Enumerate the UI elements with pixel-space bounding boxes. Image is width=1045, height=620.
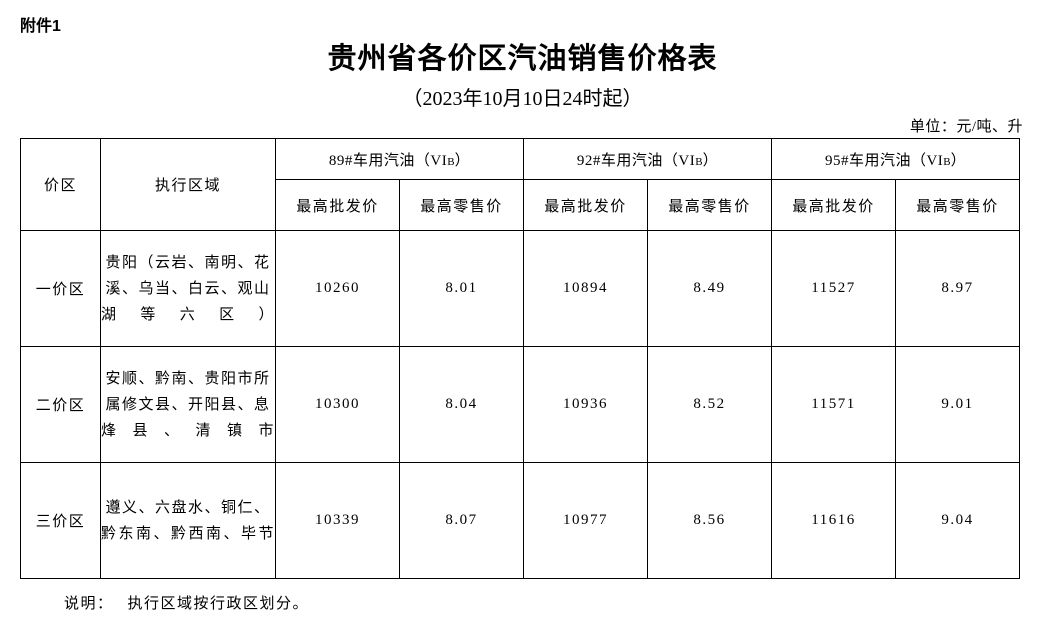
row-area: 贵阳（云岩、南明、花溪、乌当、白云、观山湖等六区） — [100, 230, 276, 347]
row-89-retail: 8.01 — [398, 230, 525, 347]
header-area: 执行区域 — [100, 138, 276, 231]
row-89-wholesale: 10260 — [275, 230, 400, 347]
row-zone: 二价区 — [20, 346, 101, 463]
table-row: 三价区 遵义、六盘水、铜仁、黔东南、黔西南、毕节 10339 8.07 1097… — [20, 462, 1021, 579]
header-95-retail: 最高零售价 — [895, 179, 1021, 231]
header-grade-95: 95#车用汽油（VIB） — [771, 138, 1021, 180]
row-92-retail: 8.49 — [647, 230, 773, 347]
row-95-wholesale: 11616 — [771, 462, 897, 579]
grade-92-label: 92#车用汽油（VI — [576, 152, 696, 169]
row-zone: 三价区 — [20, 462, 101, 579]
row-95-retail: 9.01 — [895, 346, 1021, 463]
grade-89-standard: B — [447, 155, 455, 168]
grade-92-close: ） — [702, 152, 719, 169]
header-row-groups: 价区 执行区域 89#车用汽油（VIB） 92#车用汽油（VIB） 95#车用汽… — [20, 138, 1021, 231]
grade-89-label: 89#车用汽油（VI — [328, 152, 448, 169]
page-subtitle: （2023年10月10日24时起） — [402, 88, 643, 110]
page-title: 贵州省各价区汽油销售价格表 — [327, 43, 718, 75]
row-89-wholesale: 10300 — [275, 346, 400, 463]
row-area: 安顺、黔南、贵阳市所属修文县、开阳县、息烽县、清镇市 — [100, 346, 276, 463]
row-92-wholesale: 10977 — [523, 462, 649, 579]
row-92-wholesale: 10894 — [523, 230, 649, 347]
table-row: 一价区 贵阳（云岩、南明、花溪、乌当、白云、观山湖等六区） 10260 8.01… — [20, 230, 1021, 347]
grade-89-close: ） — [454, 152, 471, 169]
header-89-retail: 最高零售价 — [398, 179, 525, 231]
table-head: 价区 执行区域 89#车用汽油（VIB） 92#车用汽油（VIB） 95#车用汽… — [20, 138, 1021, 231]
header-row-subcolumns: 最高批发价 最高零售价 最高批发价 最高零售价 最高批发价 最高零售价 — [21, 179, 1021, 231]
header-grade-92: 92#车用汽油（VIB） — [523, 138, 773, 180]
row-zone: 一价区 — [20, 230, 101, 347]
header-89-wholesale: 最高批发价 — [275, 179, 400, 231]
row-92-retail: 8.52 — [647, 346, 773, 463]
header-grade-89: 89#车用汽油（VIB） — [274, 138, 525, 180]
row-89-retail: 8.04 — [398, 346, 525, 463]
row-95-retail: 9.04 — [895, 462, 1021, 579]
row-area-text: 安顺、黔南、贵阳市所属修文县、开阳县、息烽县、清镇市 — [101, 370, 275, 439]
row-95-wholesale: 11527 — [771, 230, 897, 347]
row-89-retail: 8.07 — [398, 462, 525, 579]
row-89-wholesale: 10339 — [275, 462, 400, 579]
table-row: 二价区 安顺、黔南、贵阳市所属修文县、开阳县、息烽县、清镇市 10300 8.0… — [20, 346, 1021, 463]
header-92-wholesale: 最高批发价 — [523, 179, 649, 231]
header-zone: 价区 — [20, 138, 101, 231]
grade-95-label: 95#车用汽油（VI — [824, 152, 944, 169]
price-table-container: 价区 执行区域 89#车用汽油（VIB） 92#车用汽油（VIB） 95#车用汽… — [20, 138, 1021, 579]
grade-95-standard: B — [943, 155, 951, 168]
grade-92-standard: B — [695, 155, 703, 168]
row-95-wholesale: 11571 — [771, 346, 897, 463]
footnote-label: 说明： — [64, 596, 114, 612]
row-95-retail: 8.97 — [895, 230, 1021, 347]
footnote-text: 执行区域按行政区划分。 — [127, 596, 310, 612]
row-area-text: 遵义、六盘水、铜仁、黔东南、黔西南、毕节 — [101, 499, 275, 542]
row-area: 遵义、六盘水、铜仁、黔东南、黔西南、毕节 — [100, 462, 276, 579]
attachment-label: 附件1 — [20, 18, 61, 35]
row-area-text: 贵阳（云岩、南明、花溪、乌当、白云、观山湖等六区） — [101, 254, 275, 323]
row-92-retail: 8.56 — [647, 462, 773, 579]
row-92-wholesale: 10936 — [523, 346, 649, 463]
table-body: 一价区 贵阳（云岩、南明、花溪、乌当、白云、观山湖等六区） 10260 8.01… — [20, 230, 1021, 579]
header-92-retail: 最高零售价 — [647, 179, 773, 231]
footnote: 说明： 执行区域按行政区划分。 — [64, 592, 309, 613]
unit-note: 单位：元/吨、升 — [909, 119, 1023, 135]
header-95-wholesale: 最高批发价 — [771, 179, 897, 231]
grade-95-close: ） — [950, 152, 967, 169]
gasoline-price-table: 价区 执行区域 89#车用汽油（VIB） 92#车用汽油（VIB） 95#车用汽… — [20, 138, 1021, 579]
